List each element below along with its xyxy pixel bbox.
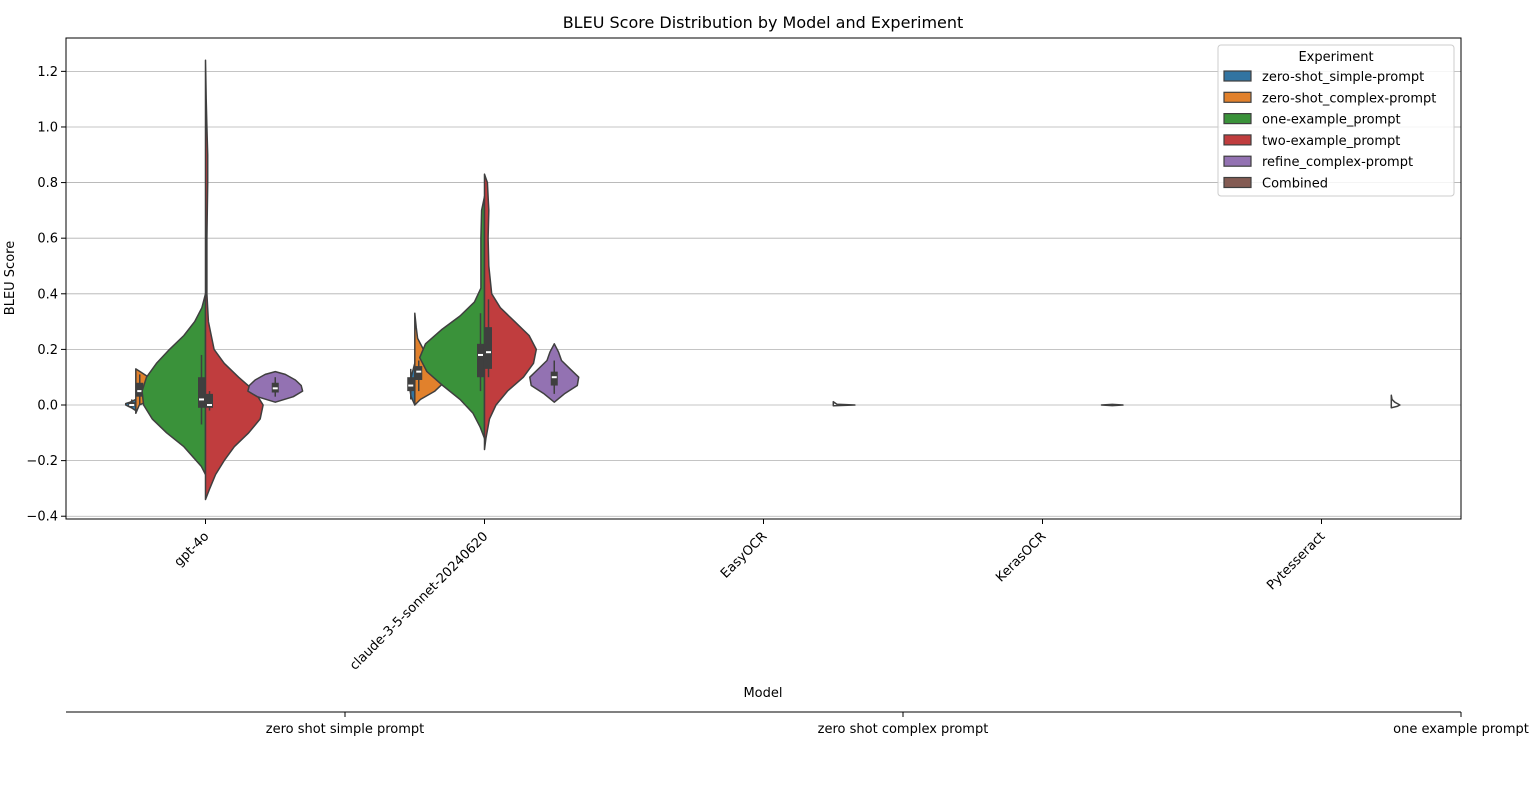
x-axis-label: Model <box>743 686 782 701</box>
legend-box <box>1217 44 1455 197</box>
legend-title: Experiment <box>1298 50 1373 65</box>
violin-shape <box>832 400 856 407</box>
violin-iqr-box <box>415 366 423 380</box>
legend-label: zero-shot_complex-prompt <box>1262 91 1436 106</box>
legend-swatch <box>1223 112 1252 125</box>
legend-label: one-example_prompt <box>1262 113 1401 128</box>
y-tick-label: 0.6 <box>37 232 58 247</box>
violin-median <box>207 404 212 407</box>
y-tick-label: −0.2 <box>26 454 58 469</box>
legend: Experiment zero-shot_simple-prompt zero-sh… <box>1217 44 1455 197</box>
violin-iqr-box <box>407 377 415 392</box>
grid-layer <box>66 70 1461 517</box>
violin-shape <box>418 195 486 440</box>
violin-layer <box>124 59 1401 501</box>
violin-median <box>129 404 135 407</box>
violin-shape <box>204 59 264 501</box>
legend-swatch <box>1223 155 1252 167</box>
chart-title: BLEU Score Distribution by Model and Exp… <box>563 13 964 32</box>
secondary-x-axis: zero shot simple prompt zero shot complex… <box>66 711 1529 737</box>
x-tick-label: Pytesseract <box>1264 529 1328 593</box>
y-tick-label: 0.0 <box>37 399 58 414</box>
violin-iqr-box <box>198 377 205 408</box>
violin-median <box>272 387 278 390</box>
legend-label: Combined <box>1262 177 1328 192</box>
violin-shape <box>483 173 538 451</box>
violin-median <box>137 390 143 393</box>
violin-shape <box>141 293 207 476</box>
legend-swatch <box>1223 134 1252 146</box>
x-tick-label: EasyOCR <box>718 529 770 581</box>
violin-iqr-box <box>550 371 558 386</box>
violin-median <box>478 353 483 356</box>
violin-iqr-box <box>485 327 492 369</box>
violin-median <box>551 376 557 379</box>
x-axis: gpt-4o claude-3-5-sonnet-20240620 EasyOCR K… <box>172 519 1328 673</box>
x-tick-label: KerasOCR <box>993 529 1049 585</box>
violin-shape <box>1390 394 1401 409</box>
y-axis-label: BLEU Score <box>3 241 18 315</box>
violin-median <box>199 398 204 401</box>
violin-median <box>408 384 414 387</box>
violin-iqr-box <box>206 393 213 408</box>
y-tick-label: 1.0 <box>37 120 58 135</box>
y-tick-label: 0.2 <box>37 343 58 358</box>
legend-label: zero-shot_simple-prompt <box>1262 70 1424 85</box>
violin-median <box>486 351 491 354</box>
violin-shape <box>1100 403 1124 407</box>
violin-iqr-box <box>477 343 484 378</box>
legend-swatch <box>1223 176 1252 189</box>
x-tick-label: gpt-4o <box>172 529 213 570</box>
y-tick-label: 0.4 <box>37 287 58 302</box>
violin-iqr-box <box>136 382 144 397</box>
legend-swatch <box>1223 70 1252 82</box>
y-axis: −0.4 −0.2 0.0 0.2 0.4 0.6 0.8 1.0 1.2 <box>26 65 66 525</box>
violin-median <box>416 370 422 373</box>
x-tick-label: claude-3-5-sonnet-20240620 <box>347 529 491 673</box>
y-tick-label: −0.4 <box>26 510 58 525</box>
secondary-tick-label: one example prompt <box>1393 722 1529 737</box>
secondary-tick-label: zero shot simple prompt <box>266 722 424 737</box>
secondary-tick-label: zero shot complex prompt <box>818 722 989 737</box>
y-tick-label: 1.2 <box>37 65 58 80</box>
legend-label: two-example_prompt <box>1262 134 1400 149</box>
legend-swatch <box>1223 91 1252 103</box>
legend-label: refine_complex-prompt <box>1262 155 1413 170</box>
y-tick-label: 0.8 <box>37 176 58 191</box>
